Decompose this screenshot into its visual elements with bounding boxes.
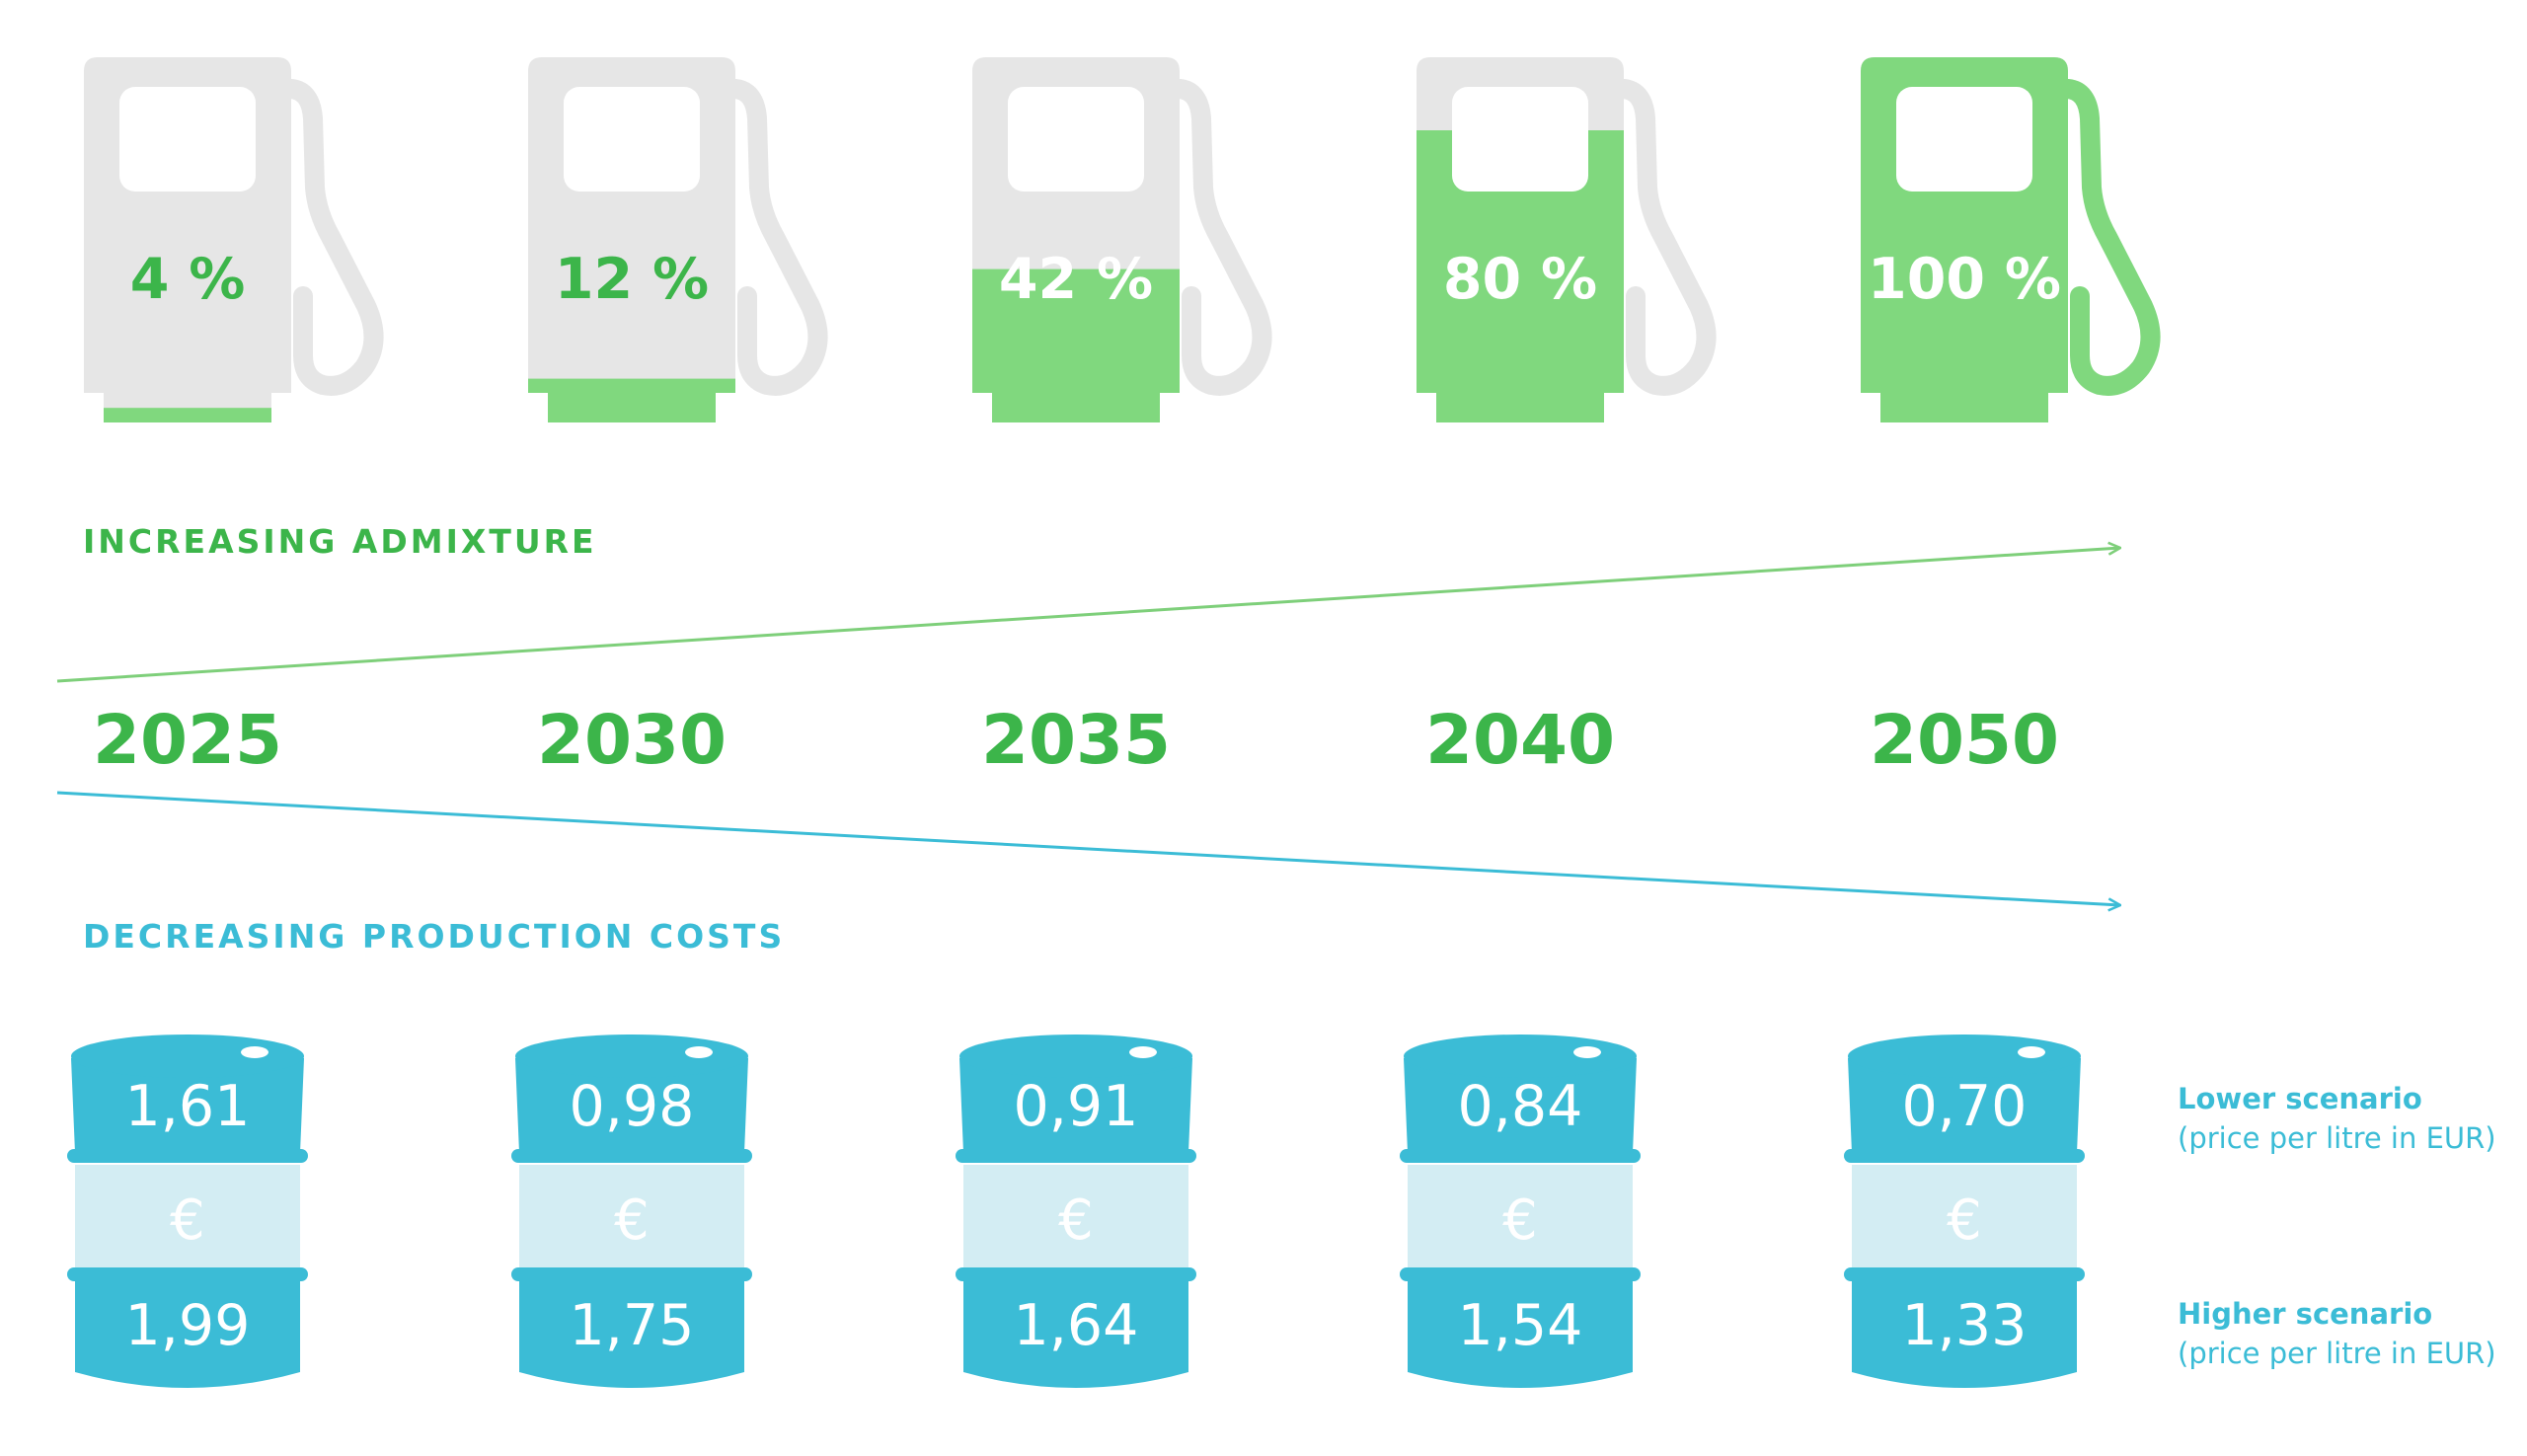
year-label: 2035 [981, 701, 1171, 780]
higher-scenario-price: 1,54 [1458, 1293, 1583, 1358]
euro-symbol: € [1947, 1188, 1982, 1253]
lower-scenario-price: 0,91 [1014, 1074, 1139, 1139]
barrel-cap [1129, 1046, 1157, 1058]
barrel-lid [959, 1035, 1192, 1078]
barrel-middle-section [519, 1165, 744, 1269]
barrel-lid [1848, 1035, 2081, 1078]
barrel-rim [67, 1149, 308, 1163]
barrel-cap [685, 1046, 713, 1058]
fuel-pump: 80 % [1417, 57, 1717, 422]
barrel-bottom-section [1852, 1281, 2077, 1388]
barrel: 0,91 €1,64 [956, 1035, 1196, 1388]
barrel-cap [1573, 1046, 1601, 1058]
barrel-lid [515, 1035, 748, 1078]
pump-percentage-label: 100 % [1868, 247, 2061, 312]
admixture-heading: INCREASING ADMIXTURE [83, 522, 597, 561]
higher-scenario-price: 1,75 [570, 1293, 695, 1358]
fuel-pump: 100 % [1861, 57, 2161, 422]
lower-scenario-price: 0,70 [1902, 1074, 2028, 1139]
barrel-bottom-section [75, 1281, 300, 1388]
barrel: 1,61 €1,99 [67, 1035, 308, 1388]
barrel-lid [71, 1035, 304, 1078]
barrel-middle-section [75, 1165, 300, 1269]
lower-scenario-price: 0,98 [570, 1074, 695, 1139]
barrel-bottom-section [519, 1281, 744, 1388]
barrel-rim [1400, 1267, 1641, 1281]
pump-display-window [119, 87, 256, 192]
barrel-bottom-section [963, 1281, 1188, 1388]
pump-hose [1170, 79, 1272, 396]
lower-scenario-price: 1,61 [125, 1074, 251, 1139]
pump-fill-level [84, 408, 291, 422]
pump-display-window [1896, 87, 2032, 192]
barrel-rim [1400, 1149, 1641, 1163]
barrel-top-section [1848, 1058, 2081, 1153]
fuel-pump: 4 % [84, 57, 384, 422]
barrel-lid [1404, 1035, 1637, 1078]
barrel-rim [956, 1267, 1196, 1281]
pump-hose [281, 79, 384, 396]
barrel-middle-section [963, 1165, 1188, 1269]
year-label: 2030 [537, 701, 727, 780]
barrel-bottom-section [1408, 1281, 1633, 1388]
barrel-rim [956, 1149, 1196, 1163]
year-label: 2050 [1870, 701, 2059, 780]
pump-fill-level [972, 268, 1180, 422]
higher-scenario-price: 1,33 [1902, 1293, 2028, 1358]
barrel-cap [241, 1046, 268, 1058]
pump-display-window [1008, 87, 1144, 192]
barrel-middle-section [1852, 1165, 2077, 1269]
pump-fill-level [528, 378, 735, 422]
legend-higher-title: Higher scenario [2178, 1297, 2432, 1331]
lower-scenario-price: 0,84 [1458, 1074, 1583, 1139]
pump-display-window [564, 87, 700, 192]
pump-percentage-label: 12 % [555, 247, 709, 312]
barrel-top-section [1404, 1058, 1637, 1153]
fuel-pumps-row: 4 % 12 % 42 % 80 % 100 % [84, 57, 2161, 422]
pump-percentage-label: 42 % [999, 247, 1153, 312]
barrel-rim [511, 1149, 752, 1163]
year-label: 2025 [93, 701, 282, 780]
year-label: 2040 [1425, 701, 1615, 780]
barrel-middle-section [1408, 1165, 1633, 1269]
higher-scenario-price: 1,64 [1014, 1293, 1139, 1358]
barrel: 0,70 €1,33 [1844, 1035, 2085, 1388]
barrel-top-section [959, 1058, 1192, 1153]
higher-scenario-price: 1,99 [125, 1293, 251, 1358]
years-row: 2025 2030 2035 2040 2050 [93, 701, 2059, 780]
fuel-pump: 12 % [528, 57, 828, 422]
barrel: 0,98 €1,75 [511, 1035, 752, 1388]
barrel-rim [1844, 1267, 2085, 1281]
euro-symbol: € [1058, 1188, 1094, 1253]
legend-higher-subtitle: (price per litre in EUR) [2178, 1337, 2496, 1370]
barrel: 0,84 €1,54 [1400, 1035, 1641, 1388]
barrel-top-section [515, 1058, 748, 1153]
euro-symbol: € [170, 1188, 205, 1253]
barrel-top-section [71, 1058, 304, 1153]
legend: Lower scenario (price per litre in EUR) … [2178, 1082, 2496, 1370]
barrel-cap [2018, 1046, 2045, 1058]
barrel-rim [67, 1267, 308, 1281]
costs-heading: DECREASING PRODUCTION COSTS [83, 917, 785, 956]
increasing-admixture-arrow [56, 548, 2120, 683]
pump-hose [726, 79, 828, 396]
barrel-rim [1844, 1149, 2085, 1163]
decreasing-costs-arrow [56, 791, 2120, 905]
barrels-row: 1,61 €1,99 0,98 €1,75 0,91 €1,64 0,84 €1,54 0,70… [67, 1035, 2085, 1388]
barrel-rim [511, 1267, 752, 1281]
pump-hose [2058, 79, 2161, 396]
euro-symbol: € [1502, 1188, 1538, 1253]
legend-lower-subtitle: (price per litre in EUR) [2178, 1121, 2496, 1155]
fuel-pump: 42 % [972, 57, 1272, 422]
legend-lower-title: Lower scenario [2178, 1082, 2422, 1115]
pump-hose [1614, 79, 1717, 396]
euro-symbol: € [614, 1188, 650, 1253]
pump-percentage-label: 4 % [130, 247, 246, 312]
pump-display-window [1452, 87, 1588, 192]
pump-percentage-label: 80 % [1443, 247, 1597, 312]
